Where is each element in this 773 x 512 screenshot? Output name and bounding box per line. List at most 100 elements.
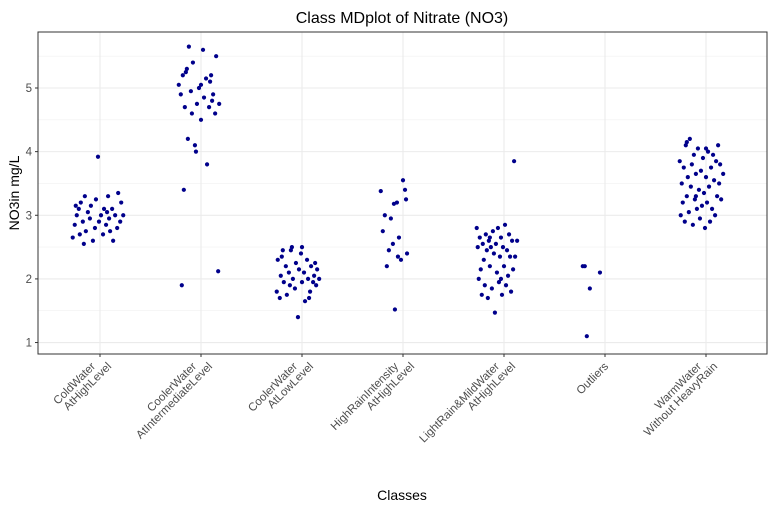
data-point — [682, 219, 687, 224]
data-point — [378, 188, 383, 194]
chart-title: Class MDplot of Nitrate (NO3) — [296, 10, 509, 27]
y-ticks: 1 2 3 4 5 — [26, 83, 38, 350]
data-point — [189, 111, 195, 116]
data-point — [476, 276, 481, 282]
data-point — [296, 267, 302, 272]
data-point — [677, 159, 682, 164]
grid — [38, 32, 767, 354]
data-point — [281, 279, 286, 285]
data-point — [284, 292, 289, 297]
data-point — [305, 276, 311, 282]
data-point — [81, 241, 86, 247]
data-point — [498, 276, 504, 282]
data-point — [179, 283, 184, 288]
data-point — [515, 238, 520, 243]
data-point — [704, 200, 710, 205]
data-point — [683, 143, 688, 148]
data-point — [689, 162, 694, 167]
data-point — [313, 260, 318, 266]
data-point — [302, 299, 308, 304]
data-point — [490, 229, 495, 234]
data-point — [500, 244, 506, 250]
data-point — [200, 47, 206, 52]
data-point — [697, 216, 703, 221]
data-point — [317, 276, 322, 282]
data-point — [386, 248, 391, 253]
data-point — [198, 82, 204, 87]
data-point — [279, 254, 284, 259]
y-tick-label: 5 — [26, 83, 32, 95]
data-point — [185, 136, 190, 142]
data-point — [709, 206, 715, 212]
data-point — [384, 264, 389, 269]
data-point — [106, 216, 112, 221]
data-point — [496, 279, 502, 285]
data-point — [507, 254, 513, 259]
data-point — [113, 213, 118, 218]
data-point — [402, 187, 408, 192]
data-point — [299, 244, 305, 250]
data-point — [703, 174, 709, 180]
data-point — [710, 152, 716, 157]
data-point — [701, 190, 707, 196]
data-point — [396, 235, 402, 240]
data-point — [293, 260, 299, 266]
data-point — [580, 264, 585, 269]
data-point — [483, 232, 488, 237]
data-point — [694, 206, 700, 212]
data-point — [684, 139, 689, 145]
data-point — [192, 143, 198, 148]
plot-points — [70, 44, 726, 339]
data-point — [83, 229, 88, 234]
data-point — [488, 244, 493, 250]
data-point — [714, 159, 719, 164]
data-point — [186, 44, 191, 49]
data-point — [196, 85, 202, 91]
data-point — [715, 194, 720, 199]
data-point — [289, 244, 294, 250]
data-point — [492, 310, 498, 315]
data-point — [705, 149, 711, 154]
data-point — [489, 286, 494, 291]
data-point — [207, 79, 213, 84]
data-point — [211, 92, 216, 97]
data-point — [395, 254, 401, 259]
data-point — [703, 146, 709, 151]
data-point — [691, 152, 696, 157]
data-point — [204, 162, 210, 167]
data-point — [76, 206, 81, 212]
data-point — [498, 235, 504, 240]
data-point — [712, 213, 718, 218]
data-point — [280, 248, 285, 253]
data-point — [295, 314, 301, 320]
data-point — [501, 264, 507, 269]
data-point — [214, 54, 219, 59]
data-point — [505, 273, 511, 278]
y-axis-title: NO3in mg/L — [6, 155, 22, 230]
data-point — [298, 251, 304, 256]
data-point — [203, 76, 209, 81]
data-point — [315, 267, 320, 272]
data-point — [690, 222, 695, 227]
data-point — [491, 251, 496, 256]
data-point — [597, 270, 603, 275]
data-point — [292, 286, 298, 291]
x-axis-title: Classes — [377, 487, 427, 503]
data-point — [72, 222, 77, 227]
data-point — [92, 225, 98, 231]
x-category-label: LightRain&MildWater — [418, 361, 503, 446]
data-point — [380, 229, 385, 234]
data-point — [290, 276, 296, 282]
data-point — [708, 165, 714, 170]
data-point — [493, 241, 499, 247]
data-point — [85, 209, 90, 215]
data-point — [693, 194, 699, 199]
data-point — [719, 197, 724, 202]
data-point — [685, 174, 690, 180]
data-point — [190, 60, 196, 65]
y-tick-label: 3 — [26, 210, 32, 222]
data-point — [274, 289, 279, 294]
data-point — [584, 334, 589, 339]
